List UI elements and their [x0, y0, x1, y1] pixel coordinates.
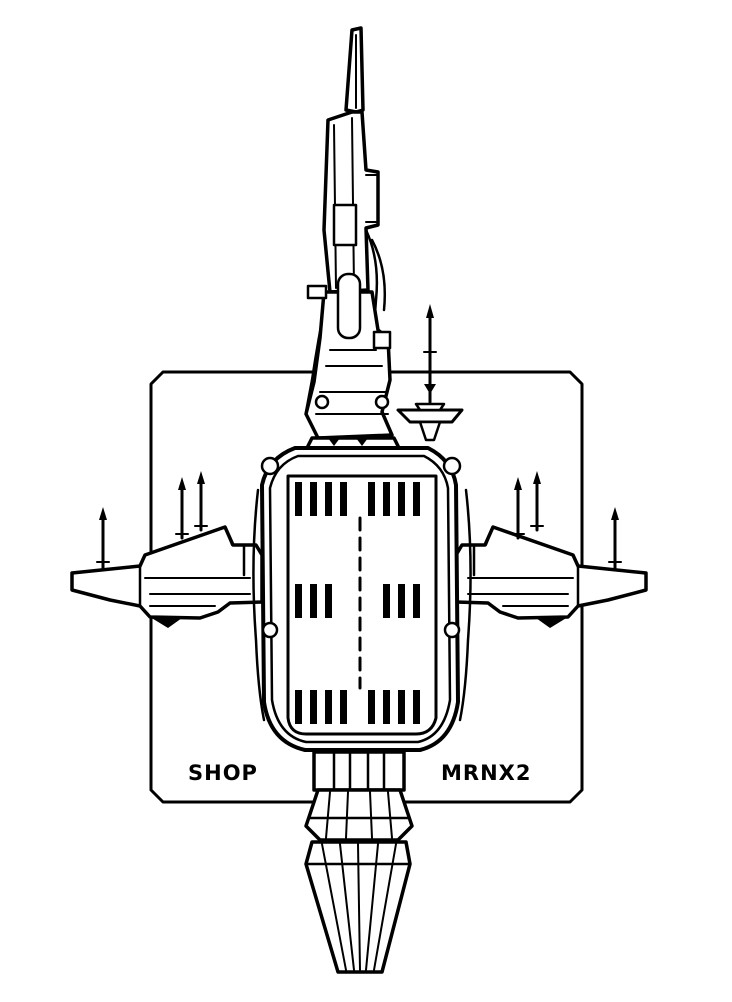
hull-vents-middle: [295, 584, 420, 618]
lower-thruster: [304, 750, 414, 974]
top-spire: [304, 26, 402, 452]
right-wing: [454, 525, 648, 628]
shop-label: SHOP: [188, 761, 258, 785]
hull-vents-top: [295, 482, 420, 516]
left-wing: [70, 525, 264, 628]
dish-antenna: [396, 304, 464, 442]
right-antennas: [511, 471, 622, 570]
main-hull: [252, 446, 472, 752]
model-label: MRNX2: [441, 761, 531, 785]
hull-vents-bottom: [295, 690, 420, 724]
left-antennas: [96, 471, 208, 570]
frame-panel: [149, 370, 584, 804]
